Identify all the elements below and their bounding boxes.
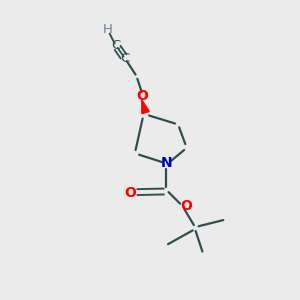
Polygon shape <box>142 100 149 114</box>
Text: O: O <box>180 199 192 213</box>
Text: C: C <box>112 39 121 52</box>
Text: O: O <box>124 186 136 200</box>
Text: H: H <box>102 23 112 36</box>
Text: C: C <box>120 52 130 65</box>
Text: N: N <box>160 156 172 170</box>
Text: O: O <box>136 88 148 103</box>
